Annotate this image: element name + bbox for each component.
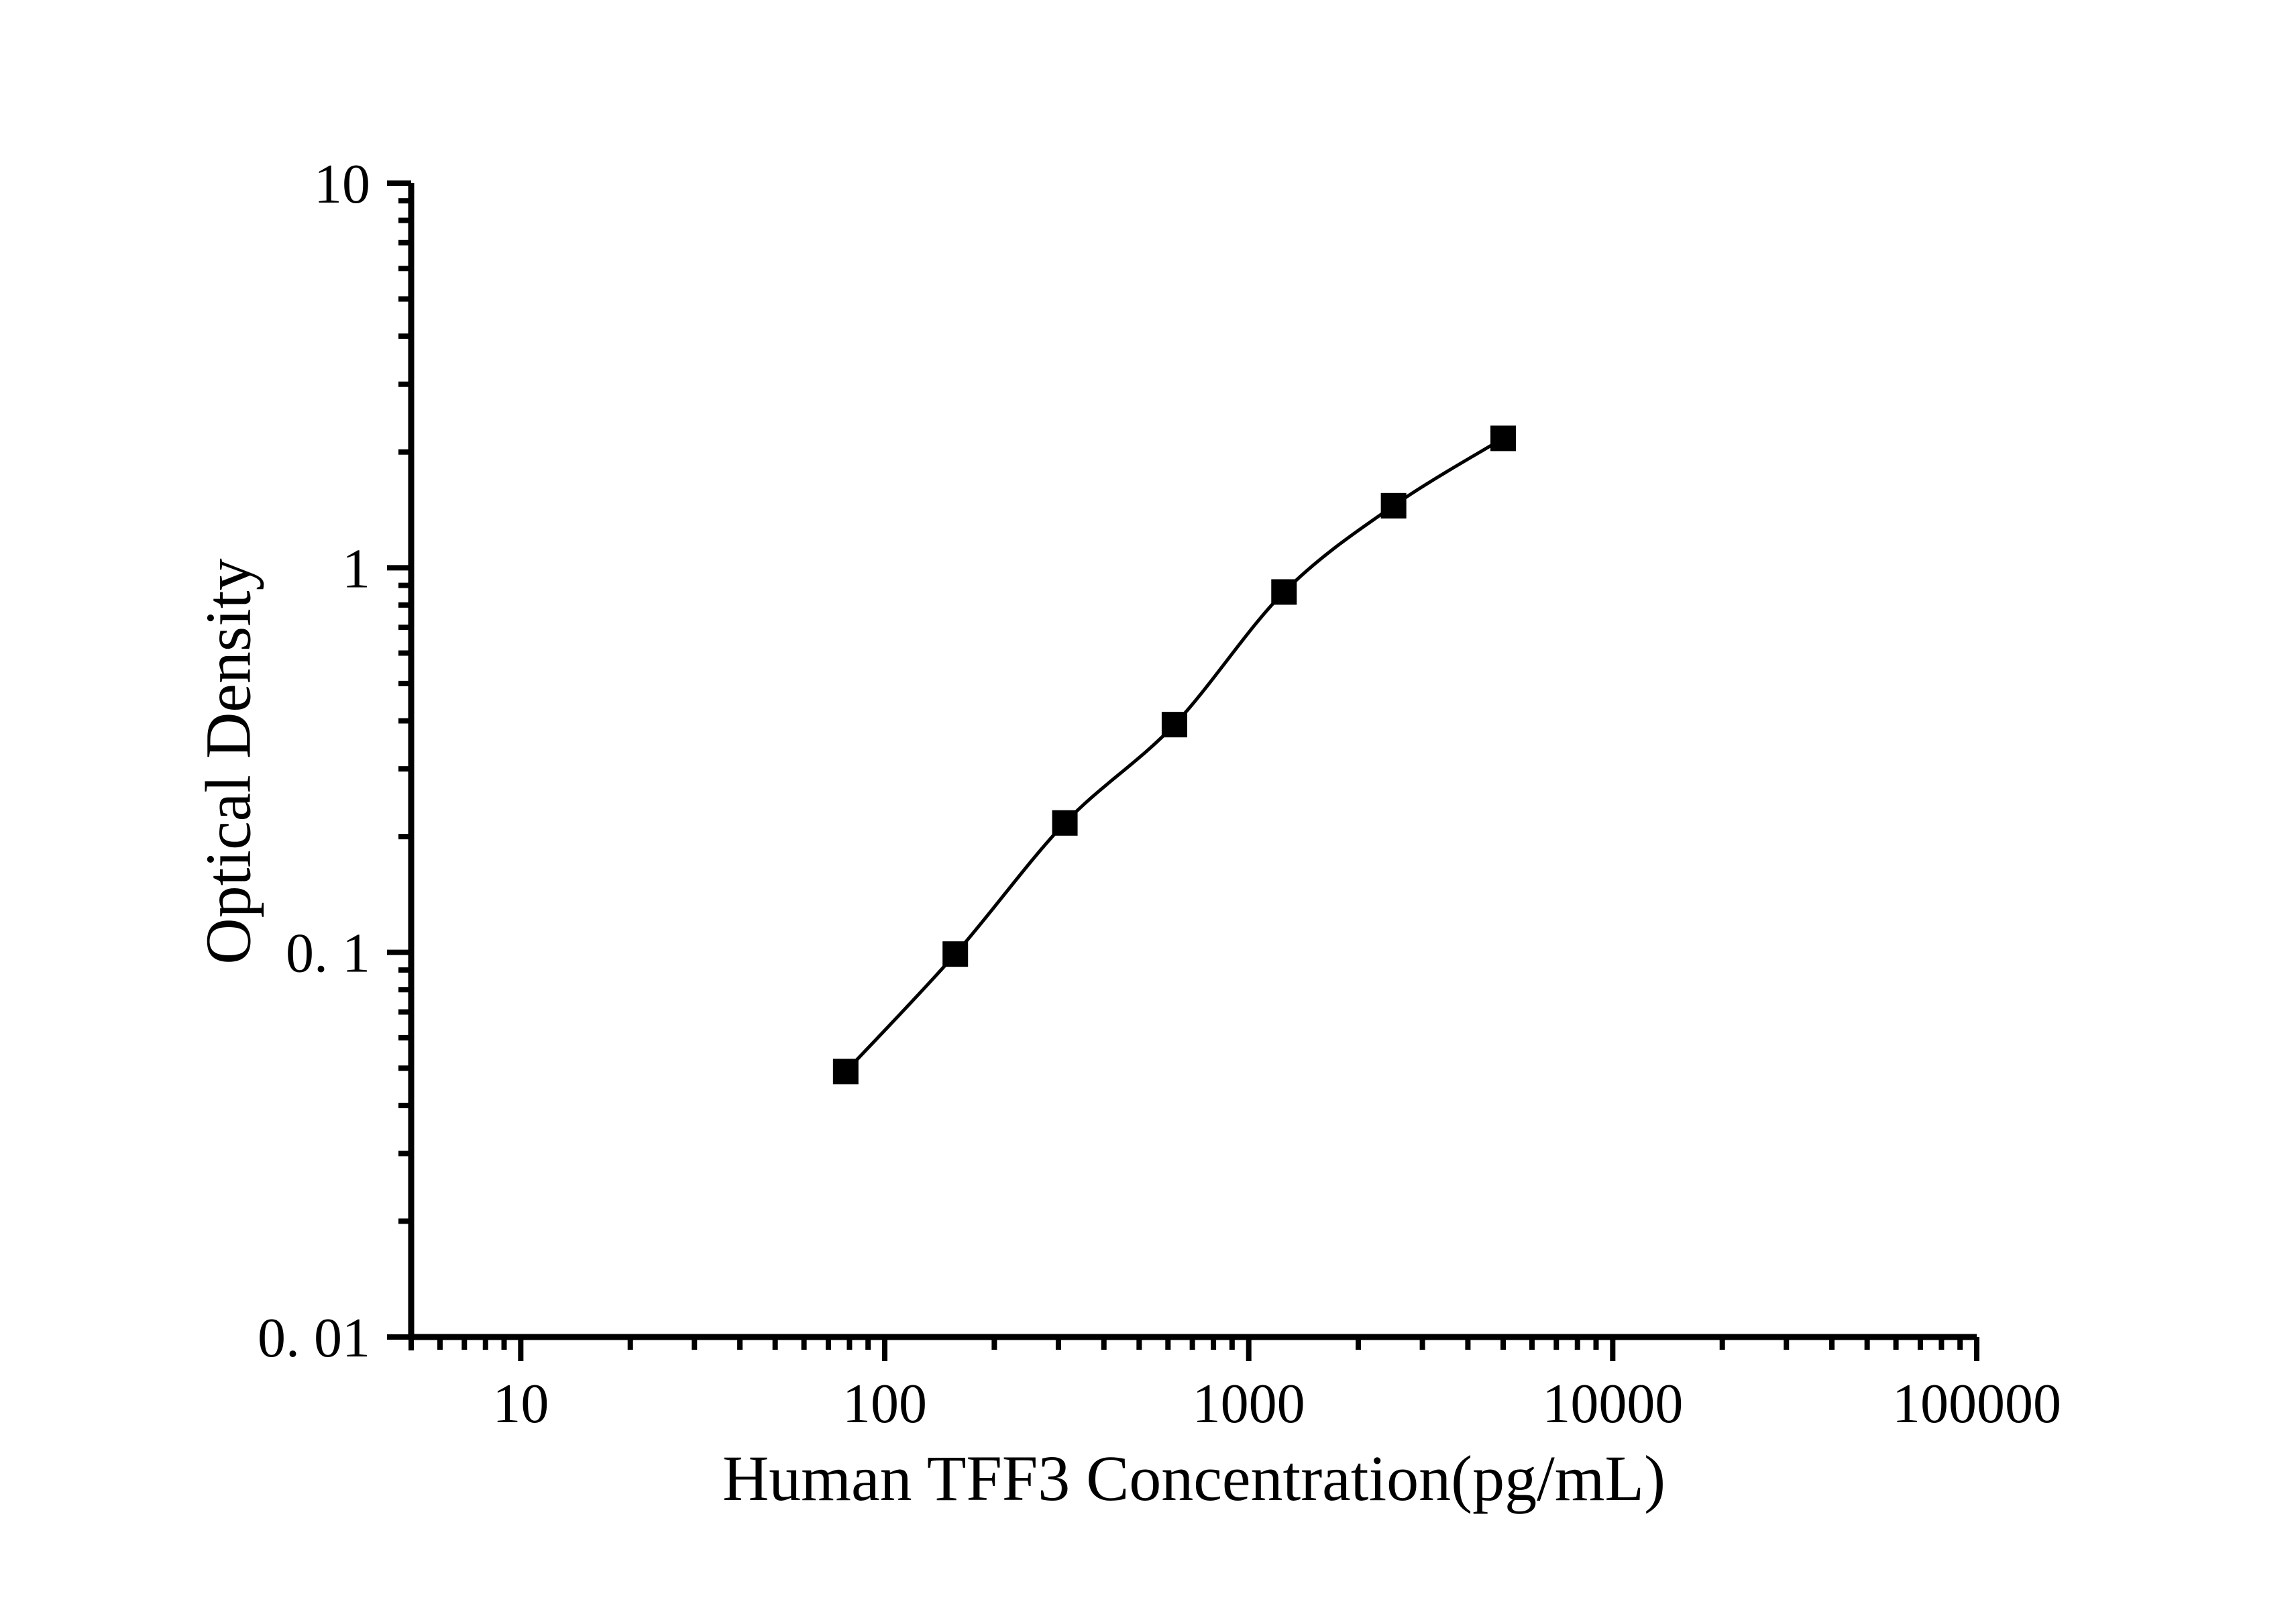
x-tick-label: 100000 [1892,1373,2061,1435]
data-point-marker [1271,579,1297,605]
y-tick-label: 1 [342,537,370,600]
y-tick-label: 0. 1 [286,922,370,985]
data-point-marker [832,1059,859,1085]
data-point-marker [1380,492,1407,519]
x-tick-label: 100 [842,1373,927,1435]
curve-path [844,437,1505,1073]
x-tick-label: 10 [492,1373,549,1435]
x-axis-title: Human TFF3 Concentration(pg/mL) [722,1442,1666,1514]
y-tick-label: 10 [314,153,370,215]
x-tick-label: 10000 [1542,1373,1683,1435]
x-tick-label: 1000 [1193,1373,1305,1435]
data-point-marker [1161,712,1187,738]
y-axis-title: Optical Density [192,558,264,965]
data-point-marker [1052,810,1078,836]
data-point-marker [942,941,969,967]
data-point-marker [1490,425,1516,451]
y-tick-label: 0. 01 [258,1307,370,1369]
